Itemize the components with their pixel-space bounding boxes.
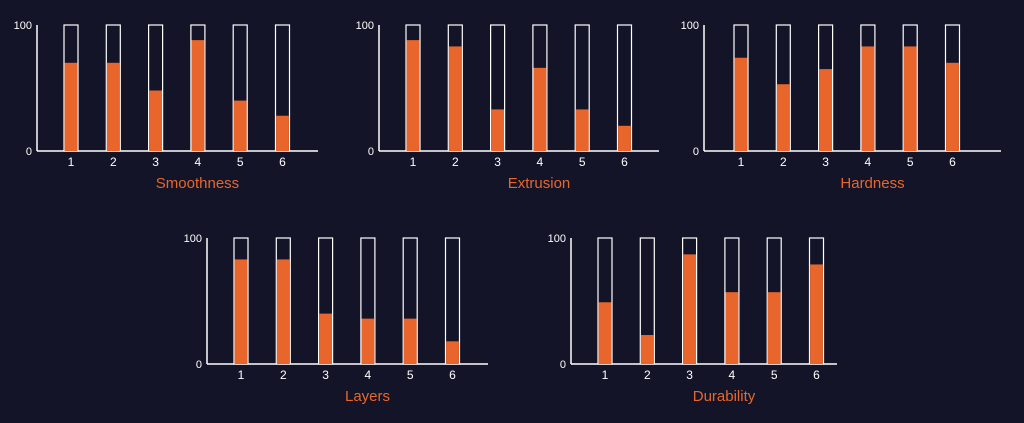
y-tick-label-max: 100 — [356, 20, 374, 32]
chart-2: 100 0 1 2 3 4 5 6 Extrusion — [356, 20, 659, 192]
x-tick-label: 1 — [602, 368, 609, 382]
bar — [276, 259, 290, 364]
x-tick-label: 2 — [110, 155, 117, 169]
x-tick-label: 6 — [949, 155, 956, 169]
x-tick-label: 3 — [822, 155, 829, 169]
chart-title: Smoothness — [156, 175, 239, 192]
x-tick-label: 6 — [449, 368, 456, 382]
bar — [618, 125, 631, 151]
bar — [776, 84, 790, 151]
x-tick-label: 5 — [771, 368, 778, 382]
bar — [319, 313, 332, 364]
x-tick-label: 5 — [579, 155, 586, 169]
bar — [64, 62, 78, 151]
bar — [406, 40, 420, 152]
bar — [233, 100, 247, 151]
chart-title: Extrusion — [508, 175, 571, 192]
bar — [640, 335, 654, 364]
x-tick-label: 3 — [322, 368, 329, 382]
bar — [725, 292, 739, 364]
bar — [575, 109, 589, 151]
y-tick-label-min: 0 — [26, 146, 32, 158]
x-tick-label: 1 — [68, 155, 75, 169]
bar — [810, 264, 823, 364]
bar — [946, 62, 959, 151]
chart-3: 100 0 1 2 3 4 5 6 Hardness — [681, 20, 1001, 192]
bar — [149, 90, 162, 151]
x-tick-label: 2 — [644, 368, 651, 382]
bar — [683, 254, 696, 364]
bar — [448, 46, 462, 151]
x-tick-label: 4 — [537, 155, 544, 169]
bar — [446, 341, 459, 364]
y-tick-label-min: 0 — [196, 359, 202, 371]
bar — [819, 69, 832, 151]
chart-1: 100 0 1 2 3 4 5 6 Smoothness — [14, 20, 318, 192]
x-tick-label: 6 — [621, 155, 628, 169]
x-tick-label: 1 — [238, 368, 245, 382]
bar — [191, 40, 205, 152]
x-tick-label: 2 — [280, 368, 287, 382]
chart-4: 100 0 1 2 3 4 5 6 Layers — [184, 233, 488, 405]
y-tick-label-min: 0 — [368, 146, 374, 158]
x-tick-label: 1 — [410, 155, 417, 169]
y-tick-label-min: 0 — [560, 359, 566, 371]
chart-title: Layers — [345, 388, 390, 405]
x-tick-label: 4 — [195, 155, 202, 169]
chart-title: Durability — [693, 388, 756, 405]
bar — [491, 109, 504, 151]
x-tick-label: 3 — [152, 155, 159, 169]
bar — [361, 318, 375, 364]
x-tick-label: 4 — [365, 368, 372, 382]
bar — [903, 46, 917, 151]
x-tick-label: 4 — [865, 155, 872, 169]
bar — [598, 302, 612, 364]
x-tick-label: 2 — [452, 155, 459, 169]
y-tick-label-max: 100 — [14, 20, 32, 32]
chart-5: 100 0 1 2 3 4 5 6 Durability — [548, 233, 837, 405]
x-tick-label: 3 — [494, 155, 501, 169]
bar — [734, 57, 748, 152]
x-tick-label: 5 — [907, 155, 914, 169]
y-tick-label-max: 100 — [681, 20, 699, 32]
bar — [533, 67, 547, 151]
bar — [767, 292, 781, 364]
x-tick-label: 2 — [780, 155, 787, 169]
bar — [106, 62, 120, 151]
x-tick-label: 1 — [738, 155, 745, 169]
x-tick-label: 6 — [813, 368, 820, 382]
bar — [403, 318, 417, 364]
x-tick-label: 3 — [686, 368, 693, 382]
bar — [234, 259, 248, 364]
chart-title: Hardness — [840, 175, 904, 192]
x-tick-label: 4 — [729, 368, 736, 382]
x-tick-label: 6 — [279, 155, 286, 169]
y-tick-label-min: 0 — [693, 146, 699, 158]
x-tick-label: 5 — [237, 155, 244, 169]
bar — [276, 115, 289, 151]
y-tick-label-max: 100 — [548, 233, 566, 245]
bar — [861, 46, 875, 151]
x-tick-label: 5 — [407, 368, 414, 382]
y-tick-label-max: 100 — [184, 233, 202, 245]
